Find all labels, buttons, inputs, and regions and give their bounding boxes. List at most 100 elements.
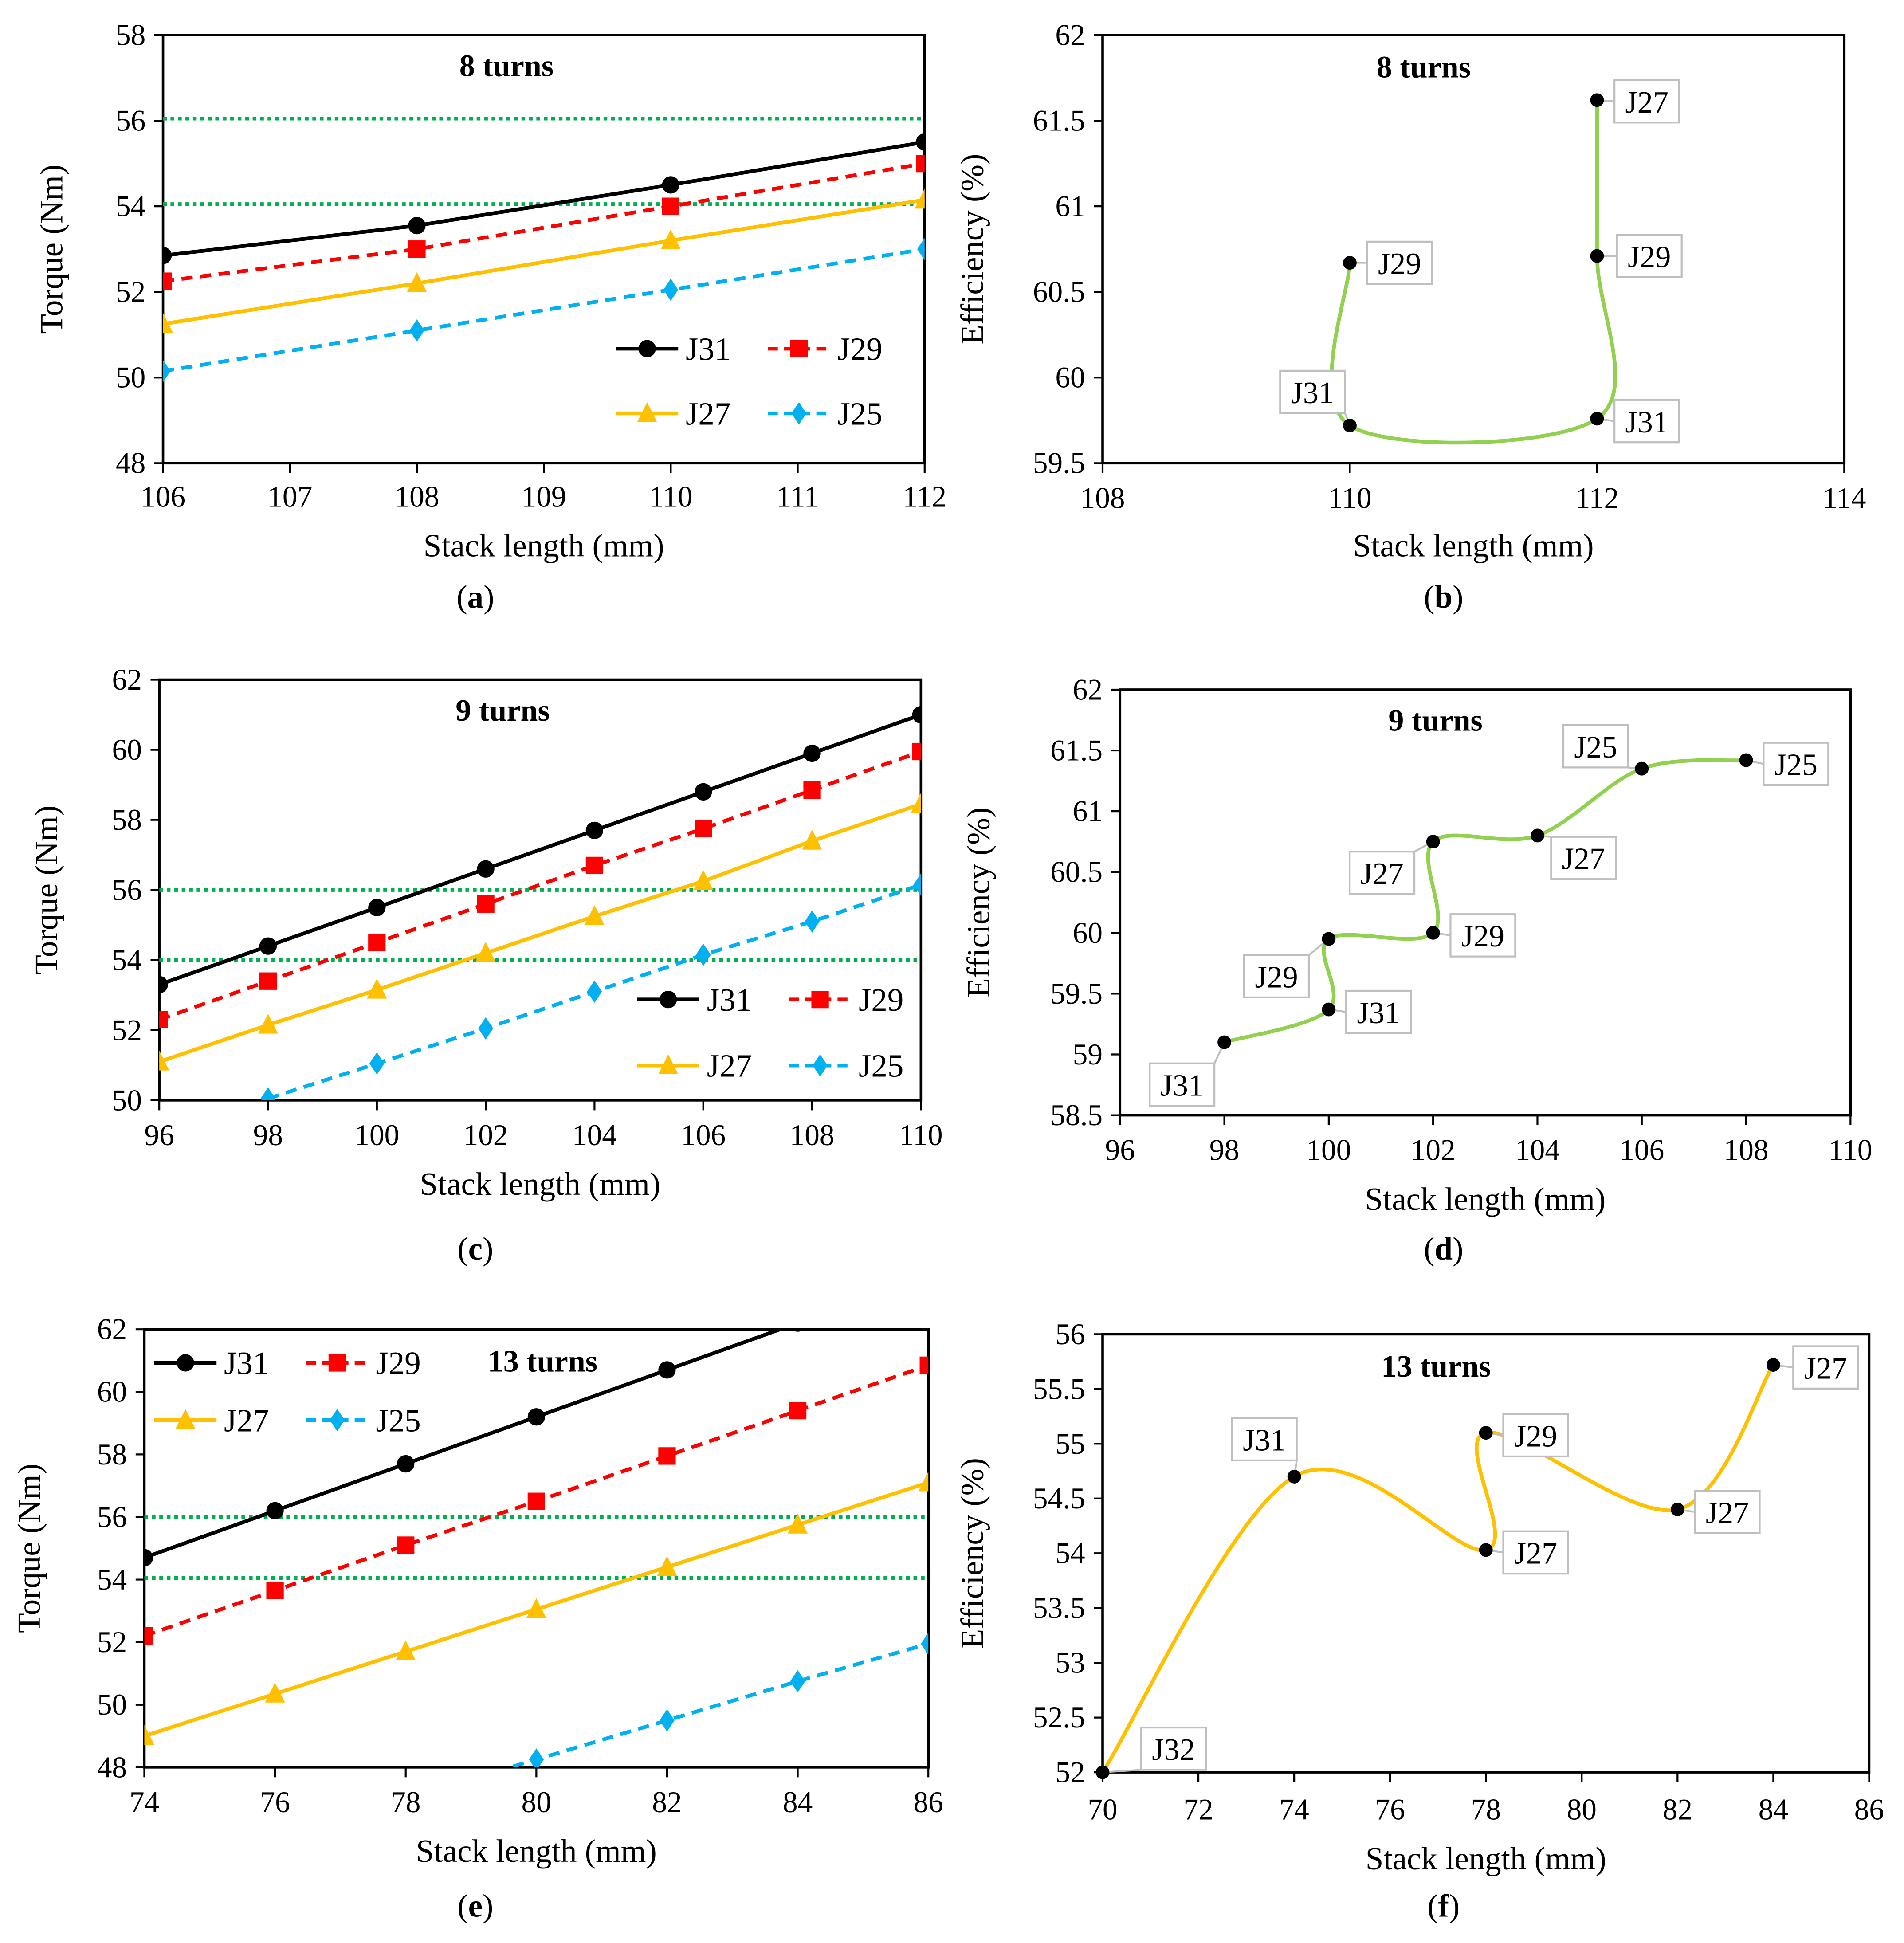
triangle-marker bbox=[265, 1682, 285, 1703]
square-marker bbox=[259, 972, 277, 990]
square-marker bbox=[803, 781, 821, 799]
square-marker bbox=[790, 340, 808, 357]
x-tick-label: 96 bbox=[1105, 1134, 1135, 1167]
square-marker bbox=[163, 272, 172, 290]
y-axis-label: Torque (Nm) bbox=[28, 805, 64, 975]
plot-frame bbox=[1101, 34, 1846, 465]
data-point bbox=[1766, 1358, 1780, 1372]
chart-title: 8 turns bbox=[1377, 50, 1471, 84]
x-tick-label: 78 bbox=[1471, 1793, 1501, 1826]
circle-marker bbox=[662, 176, 680, 194]
circle-marker bbox=[920, 1268, 937, 1285]
x-tick-label: 106 bbox=[1619, 1134, 1664, 1167]
legend-label: J29 bbox=[376, 1345, 420, 1381]
triangle-marker bbox=[918, 1471, 929, 1492]
callout-label: J29 bbox=[1628, 239, 1671, 274]
y-tick-label: 59.5 bbox=[1033, 447, 1085, 480]
diamond-marker bbox=[813, 1054, 828, 1077]
circle-marker bbox=[177, 1354, 194, 1372]
data-point bbox=[1739, 753, 1753, 767]
y-tick-label: 52 bbox=[97, 1625, 127, 1659]
triangle-marker bbox=[660, 229, 681, 250]
y-tick-label: 62 bbox=[112, 663, 142, 696]
triangle-marker bbox=[175, 1409, 196, 1429]
diamond-marker bbox=[695, 943, 711, 966]
callout-box bbox=[1366, 240, 1433, 285]
callout-box bbox=[1792, 1345, 1859, 1390]
x-tick-label: 107 bbox=[267, 480, 312, 514]
y-tick-label: 55 bbox=[1055, 1427, 1085, 1460]
y-tick-label: 52 bbox=[116, 275, 145, 309]
legend-label: J27 bbox=[707, 1048, 752, 1084]
y-tick-label: 59.5 bbox=[1050, 977, 1103, 1010]
circle-marker bbox=[163, 247, 172, 264]
diamond-marker bbox=[260, 1087, 276, 1100]
data-point bbox=[1287, 1469, 1301, 1484]
x-tick-label: 100 bbox=[1306, 1134, 1351, 1167]
legend-label: J25 bbox=[837, 396, 882, 432]
circle-marker bbox=[266, 1502, 284, 1520]
caption-paren: ( bbox=[457, 1231, 468, 1267]
caption-letter: d bbox=[1435, 1231, 1453, 1267]
chart-panel-f: 70 72 74 76 78 80 82 84 86 52 52.5 53 53.5 54 54.5 55 55… bbox=[954, 1318, 1884, 1924]
x-axis-label: Stack length (mm) bbox=[424, 528, 664, 564]
x-tick-label: 104 bbox=[1515, 1134, 1560, 1167]
triangle-marker bbox=[475, 942, 496, 962]
x-tick-label: 84 bbox=[783, 1786, 813, 1819]
y-tick-label: 53 bbox=[1055, 1646, 1085, 1680]
triangle-marker bbox=[396, 1640, 416, 1660]
diamond-marker bbox=[587, 980, 602, 1003]
caption-paren: ( bbox=[1424, 1231, 1434, 1267]
data-point bbox=[1322, 932, 1336, 946]
y-tick-label: 52.5 bbox=[1033, 1701, 1085, 1734]
caption-paren: ) bbox=[1453, 1231, 1463, 1267]
square-marker bbox=[527, 1492, 545, 1510]
data-point bbox=[1635, 761, 1649, 776]
x-tick-label: 86 bbox=[1854, 1793, 1884, 1826]
callout-box bbox=[1231, 1417, 1298, 1462]
square-marker bbox=[658, 1447, 676, 1465]
y-tick-label: 48 bbox=[116, 447, 145, 480]
y-tick-label: 62 bbox=[1073, 673, 1103, 706]
y-tick-label: 50 bbox=[97, 1688, 127, 1721]
circle-marker bbox=[695, 783, 712, 801]
data-point bbox=[1590, 412, 1604, 426]
series-line-j25 bbox=[503, 1642, 929, 1767]
callout-label: J27 bbox=[1514, 1536, 1557, 1571]
series-line-j29 bbox=[159, 750, 921, 1022]
square-marker bbox=[585, 856, 604, 875]
data-point bbox=[1531, 828, 1544, 843]
triangle-marker bbox=[367, 978, 387, 999]
y-tick-label: 50 bbox=[112, 1083, 142, 1117]
callout-box bbox=[1613, 79, 1680, 124]
y-tick-label: 62 bbox=[97, 1313, 127, 1346]
chart-panel-b: 108 110 112 114 59.5 60 60.5 61 61.5 62 Stack leng… bbox=[954, 19, 1866, 615]
caption-letter: c bbox=[468, 1231, 483, 1267]
chart-title: 13 turns bbox=[488, 1344, 597, 1379]
circle-marker bbox=[658, 1361, 676, 1379]
triangle-marker bbox=[802, 829, 822, 850]
y-tick-label: 54 bbox=[112, 943, 142, 977]
x-tick-label: 106 bbox=[141, 480, 185, 514]
y-tick-label: 62 bbox=[1055, 19, 1085, 52]
x-tick-label: 80 bbox=[1567, 1793, 1597, 1826]
data-point bbox=[1343, 418, 1357, 432]
diamond-marker bbox=[791, 402, 807, 425]
x-tick-label: 114 bbox=[1822, 481, 1866, 514]
x-tick-label: 96 bbox=[144, 1119, 174, 1152]
square-marker bbox=[266, 1582, 284, 1599]
y-tick-label: 54 bbox=[1055, 1537, 1085, 1570]
x-tick-label: 108 bbox=[1080, 481, 1125, 514]
triangle-marker bbox=[657, 1556, 677, 1576]
triangle-marker bbox=[258, 1013, 278, 1034]
triangle-marker bbox=[658, 1054, 679, 1074]
y-tick-label: 60.5 bbox=[1050, 856, 1103, 889]
legend-label: J31 bbox=[224, 1345, 269, 1381]
x-tick-label: 110 bbox=[649, 480, 693, 514]
x-tick-label: 98 bbox=[253, 1119, 283, 1152]
x-tick-label: 104 bbox=[572, 1119, 617, 1152]
x-axis-label: Stack length (mm) bbox=[1353, 528, 1594, 564]
y-tick-label: 60 bbox=[1055, 361, 1085, 394]
square-marker bbox=[144, 1627, 153, 1645]
